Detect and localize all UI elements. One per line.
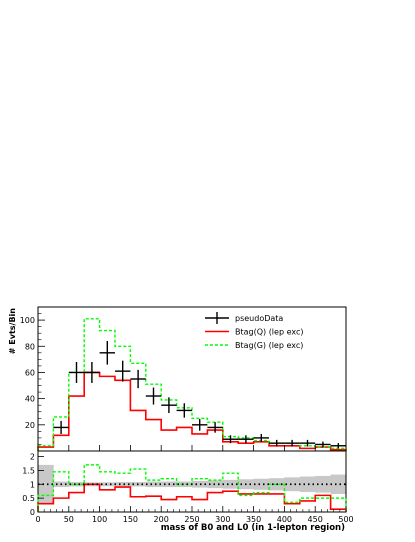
- data-point: [161, 397, 177, 414]
- data-point: [176, 403, 192, 418]
- ratio-band-bin: [99, 482, 116, 487]
- ratio-y-tick-label: 1.5: [22, 466, 35, 475]
- data-point: [192, 418, 208, 431]
- legend-label: pseudoData: [235, 314, 283, 323]
- btag-q-histogram: [37, 371, 347, 451]
- ratio-band-bin: [207, 480, 224, 489]
- ratio-band-bin: [330, 474, 347, 494]
- ratio-band-bin: [253, 478, 270, 490]
- x-tick-label: 400: [277, 515, 292, 524]
- ratio-band-bin: [145, 481, 162, 488]
- ratio-panel: 0 0.5 1 1.5 2 0 50 100 150 200 250 300 350 400 450 500: [22, 450, 354, 524]
- data-point: [115, 360, 131, 382]
- legend-entry: pseudoData: [205, 312, 283, 324]
- data-point: [253, 433, 269, 442]
- ratio-band-bin: [222, 479, 239, 489]
- data-point: [269, 439, 285, 447]
- data-point: [99, 341, 115, 365]
- x-tick-label: 150: [123, 515, 138, 524]
- ratio-band-bin: [315, 475, 331, 493]
- data-point: [130, 369, 146, 389]
- ratio-y-tick-label: 0.5: [22, 494, 35, 503]
- x-tick-label: 450: [308, 515, 323, 524]
- x-tick-label: 50: [64, 515, 74, 524]
- data-point: [145, 387, 162, 405]
- ratio-y-tick-label: 0: [30, 508, 35, 517]
- x-tick-label: 300: [215, 515, 230, 524]
- main-panel: 20 40 60 80 100: [20, 306, 347, 452]
- legend-entry: Btag(G) (lep exc): [205, 341, 303, 350]
- data-point: [330, 443, 346, 449]
- x-tick-label: 500: [338, 515, 353, 524]
- ratio-band-bin: [299, 476, 316, 493]
- ratio-band-bin: [115, 482, 131, 487]
- ratio-band-bin: [192, 480, 208, 488]
- x-tick-label: 250: [184, 515, 199, 524]
- ratio-band-bin: [38, 464, 54, 504]
- data-point: [299, 439, 316, 447]
- y-tick-label: 60: [25, 368, 35, 377]
- legend-label: Btag(G) (lep exc): [235, 341, 303, 350]
- data-point: [284, 439, 300, 447]
- data-point: [222, 435, 239, 444]
- x-tick-label: 350: [246, 515, 261, 524]
- y-tick-label: 40: [25, 395, 35, 404]
- legend: pseudoData Btag(Q) (lep exc) Btag(G) (lep …: [205, 312, 303, 350]
- legend-entry: Btag(Q) (lep exc): [205, 328, 303, 337]
- x-tick-label: 200: [154, 515, 169, 524]
- y-axis-label: # Evts/Bin: [8, 308, 17, 355]
- data-point: [84, 361, 100, 383]
- y-tick-label: 100: [20, 316, 35, 325]
- ratio-band-bin: [176, 481, 193, 488]
- ratio-band-bin: [284, 477, 301, 492]
- data-point: [315, 441, 331, 448]
- ratio-btag-q-histogram: [37, 483, 347, 512]
- btag-g-histogram: [37, 318, 347, 451]
- y-tick-label: 80: [25, 342, 35, 351]
- legend-label: Btag(Q) (lep exc): [235, 328, 303, 337]
- data-point: [207, 422, 223, 433]
- ratio-y-tick-label: 2: [30, 453, 35, 462]
- y-tick-label: 20: [25, 421, 35, 430]
- data-point: [53, 420, 69, 434]
- x-axis-label: mass of B0 and L0 (in 1-lepton region): [161, 523, 345, 533]
- data-point: [238, 435, 254, 444]
- x-tick-label: 0: [35, 515, 40, 524]
- ratio-y-tick-label: 1: [30, 480, 35, 489]
- data-point: [68, 361, 85, 383]
- x-tick-label: 100: [92, 515, 107, 524]
- ratio-btag-g-histogram: [37, 464, 347, 512]
